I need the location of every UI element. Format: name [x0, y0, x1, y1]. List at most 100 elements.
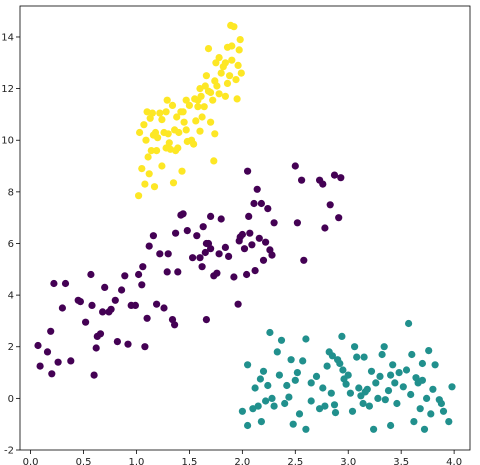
data-point [96, 330, 105, 338]
data-point [372, 379, 380, 387]
data-point [405, 319, 413, 328]
data-point [189, 254, 197, 262]
data-point [225, 252, 233, 260]
data-point [235, 46, 243, 54]
data-point [67, 357, 75, 365]
data-point [244, 167, 252, 175]
data-point [228, 42, 236, 50]
data-point [101, 283, 109, 291]
data-point [328, 352, 336, 360]
data-point [165, 139, 173, 147]
data-point [344, 371, 352, 379]
data-point [384, 387, 393, 395]
data-point [264, 381, 272, 390]
data-point [207, 88, 215, 97]
data-point [248, 241, 256, 249]
data-point [148, 109, 156, 117]
data-point [193, 232, 201, 240]
data-point [48, 370, 56, 378]
data-point [196, 127, 204, 135]
data-point [270, 219, 278, 227]
data-point [207, 118, 215, 126]
data-point [180, 118, 188, 126]
data-point [179, 210, 187, 218]
data-point [321, 402, 329, 410]
y-tick-label: 14 [1, 32, 14, 43]
data-point [243, 270, 251, 279]
data-point [273, 348, 281, 356]
data-point [226, 72, 234, 80]
data-point [138, 165, 146, 173]
data-point [238, 230, 246, 239]
data-point [250, 199, 258, 208]
data-point [124, 340, 132, 348]
data-point [107, 305, 115, 313]
data-point [61, 279, 70, 288]
data-point [234, 300, 242, 308]
data-point [321, 224, 329, 232]
data-point [213, 269, 221, 277]
data-point [342, 380, 350, 388]
data-point [359, 399, 367, 408]
data-point [158, 116, 166, 124]
data-point [378, 350, 386, 359]
data-point [141, 180, 149, 188]
data-point [211, 77, 219, 85]
data-point [150, 183, 159, 191]
data-point [259, 256, 268, 264]
data-point [319, 384, 327, 392]
data-point [291, 162, 299, 170]
data-point [158, 162, 166, 170]
data-point [238, 407, 246, 415]
data-point [448, 383, 456, 391]
data-point [407, 390, 415, 399]
data-point [298, 176, 306, 184]
data-point [149, 232, 157, 240]
data-point [43, 348, 52, 356]
y-tick-label: 0 [8, 394, 14, 405]
data-point [221, 59, 229, 67]
data-point [312, 372, 321, 380]
data-point [237, 69, 245, 77]
data-point [262, 397, 270, 405]
data-point [266, 328, 274, 337]
data-point [174, 144, 182, 152]
data-point [245, 212, 253, 220]
data-point [211, 130, 219, 138]
data-point [197, 92, 205, 100]
data-point [58, 304, 66, 312]
data-point [275, 371, 283, 379]
data-point [327, 389, 335, 397]
data-point [153, 300, 161, 308]
data-point [236, 36, 244, 44]
data-point [50, 279, 58, 288]
data-point [135, 192, 143, 200]
data-point [143, 314, 151, 322]
data-point [423, 394, 431, 402]
data-point [232, 76, 240, 84]
data-point [76, 298, 84, 306]
data-point [153, 147, 161, 155]
y-tick-label: 8 [8, 187, 14, 198]
y-tick-label: -2 [4, 446, 14, 457]
data-point [36, 362, 44, 370]
data-point [254, 402, 262, 410]
data-point [283, 381, 291, 390]
data-point [162, 108, 170, 116]
x-axis: 0.0 0.5 1.0 1.5 2.0 2.5 3.0 3.5 4.0 [23, 450, 462, 465]
data-point [410, 418, 418, 426]
data-point [139, 263, 147, 271]
data-point [439, 407, 448, 415]
data-point [212, 59, 220, 67]
data-point [319, 180, 327, 188]
x-tick-label: 4.0 [446, 457, 462, 465]
x-tick-label: 0.5 [76, 457, 92, 465]
data-point [268, 394, 276, 402]
data-point [393, 399, 401, 408]
data-point [156, 109, 164, 117]
data-point [230, 23, 238, 31]
data-point [330, 171, 339, 179]
data-point [253, 185, 261, 193]
data-point [164, 130, 172, 138]
data-point [387, 421, 395, 430]
